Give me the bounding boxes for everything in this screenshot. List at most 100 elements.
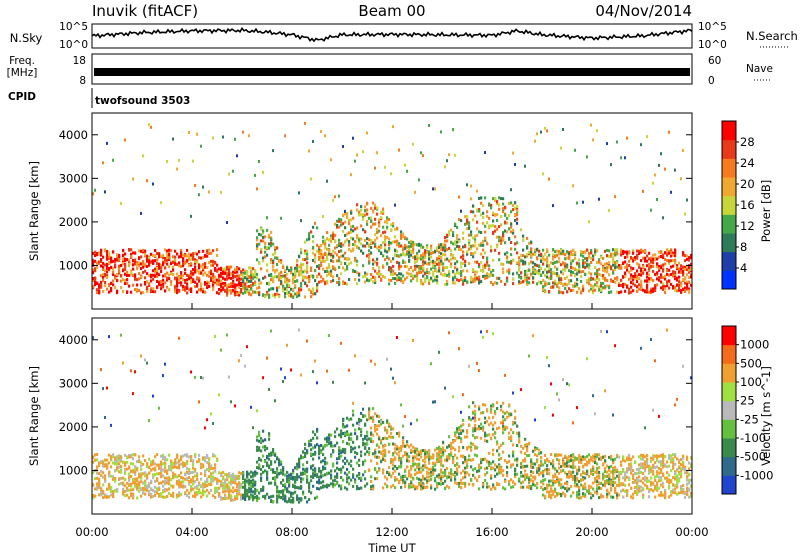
- data-cell: [620, 266, 623, 270]
- data-cell: [364, 442, 367, 446]
- data-cell: [480, 213, 483, 217]
- data-cell: [264, 494, 267, 498]
- data-cell: [528, 276, 531, 280]
- data-cell: [228, 496, 231, 500]
- data-cell: [440, 252, 443, 256]
- data-cell: [616, 248, 619, 252]
- data-cell: [300, 480, 303, 484]
- data-cell: [474, 275, 477, 279]
- data-cell: [636, 289, 639, 293]
- data-cell: [538, 265, 541, 268]
- data-cell: [638, 263, 641, 267]
- data-cell: [320, 450, 323, 454]
- data-cell: [434, 269, 437, 272]
- data-cell: [626, 263, 629, 267]
- data-cell: [130, 252, 133, 256]
- data-cell: [448, 275, 451, 278]
- data-cell: [164, 488, 167, 491]
- data-cell: [334, 222, 337, 226]
- data-cell: [374, 242, 377, 246]
- data-cell: [176, 493, 179, 497]
- data-cell: [470, 197, 473, 201]
- data-cell: [208, 274, 211, 278]
- data-cell: [358, 464, 361, 467]
- data-cell: [236, 476, 239, 480]
- data-cell: [608, 249, 611, 253]
- data-cell: [338, 225, 341, 229]
- data-cell: [552, 261, 555, 265]
- data-cell: [392, 125, 394, 129]
- data-cell: [502, 262, 505, 266]
- data-cell: [176, 284, 179, 288]
- data-cell: [136, 283, 139, 287]
- data-cell: [482, 274, 485, 278]
- data-cell: [586, 264, 589, 268]
- data-cell: [542, 279, 545, 282]
- data-cell: [390, 259, 393, 263]
- data-cell: [624, 260, 627, 264]
- data-cell: [334, 268, 337, 272]
- data-cell: [398, 264, 401, 268]
- data-cell: [522, 262, 525, 266]
- data-cell: [570, 273, 573, 277]
- data-cell: [270, 287, 273, 291]
- data-cell: [634, 255, 637, 259]
- data-cell: [190, 457, 193, 461]
- data-cell: [346, 264, 349, 268]
- data-cell: [286, 277, 289, 281]
- data-cell: [474, 260, 477, 264]
- data-cell: [228, 273, 231, 276]
- data-cell: [656, 283, 659, 287]
- data-cell: [230, 477, 233, 481]
- data-cell: [680, 264, 683, 268]
- data-cell: [270, 237, 273, 241]
- data-cell: [236, 489, 239, 492]
- data-cell: [94, 259, 97, 263]
- data-cell: [212, 477, 215, 481]
- data-cell: [268, 481, 271, 485]
- data-cell: [348, 262, 351, 266]
- data-cell: [646, 279, 649, 283]
- data-cell: [200, 271, 203, 275]
- data-cell: [470, 278, 473, 282]
- data-cell: [340, 272, 343, 276]
- data-cell: [108, 253, 111, 257]
- data-cell: [94, 188, 96, 192]
- data-cell: [278, 458, 281, 462]
- data-cell: [506, 255, 509, 259]
- data-cell: [94, 494, 97, 498]
- data-cell: [306, 460, 309, 464]
- data-cell: [388, 241, 391, 244]
- data-cell: [634, 276, 637, 280]
- data-cell: [188, 476, 191, 479]
- data-cell: [124, 259, 127, 263]
- data-cell: [662, 287, 665, 291]
- data-cell: [452, 270, 455, 273]
- data-cell: [224, 493, 227, 497]
- data-cell: [376, 455, 379, 459]
- data-cell: [258, 261, 261, 265]
- data-cell: [588, 263, 591, 267]
- data-cell: [424, 272, 427, 276]
- data-cell: [184, 288, 187, 292]
- data-cell: [390, 172, 392, 176]
- data-cell: [136, 483, 139, 487]
- data-cell: [230, 474, 233, 478]
- data-cell: [324, 484, 327, 488]
- data-cell: [450, 262, 453, 266]
- data-cell: [124, 477, 127, 481]
- data-cell: [590, 261, 593, 264]
- data-cell: [262, 239, 265, 243]
- data-cell: [324, 134, 326, 138]
- data-cell: [346, 267, 349, 271]
- data-cell: [432, 264, 435, 268]
- data-cell: [272, 278, 275, 282]
- data-cell: [166, 276, 169, 280]
- data-cell: [290, 472, 293, 476]
- data-cell: [174, 249, 177, 253]
- data-cell: [232, 279, 235, 283]
- data-cell: [258, 496, 261, 500]
- data-cell: [170, 262, 173, 266]
- data-cell: [322, 484, 325, 488]
